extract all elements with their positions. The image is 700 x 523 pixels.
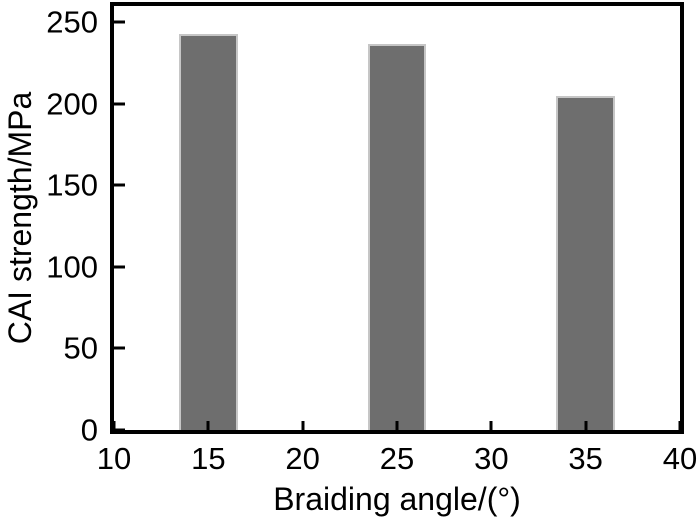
x-tick-mark [206, 421, 210, 430]
y-tick-label: 250 [46, 4, 98, 40]
x-tick-label: 20 [285, 441, 320, 476]
bar-angle-35 [556, 95, 615, 430]
x-tick-mark [489, 421, 493, 430]
x-tick-label: 35 [568, 441, 603, 476]
x-tick-mark [678, 421, 682, 430]
y-tick-label: 0 [80, 412, 98, 448]
y-tick-mark [114, 102, 125, 106]
x-axis-label: Braiding angle/(°) [273, 481, 521, 517]
x-tick-label: 15 [191, 441, 226, 476]
x-tick-label: 25 [379, 441, 415, 476]
y-tick-label: 50 [63, 330, 98, 366]
x-tick-label: 10 [96, 441, 132, 476]
y-tick-label: 150 [46, 167, 98, 203]
x-tick-mark [395, 421, 399, 430]
y-tick-mark [114, 183, 125, 187]
x-tick-label: 30 [474, 441, 509, 476]
y-axis-label: CAI strength/MPa [2, 91, 38, 345]
x-tick-mark [112, 421, 116, 430]
y-tick-mark [114, 20, 125, 24]
x-tick-mark [584, 421, 588, 430]
y-tick-label: 200 [46, 86, 98, 122]
y-tick-label: 100 [46, 249, 98, 285]
plot-area [110, 2, 684, 434]
x-tick-mark [301, 421, 305, 430]
y-tick-mark [114, 346, 125, 350]
y-tick-mark [114, 265, 125, 269]
y-tick-mark [114, 428, 125, 432]
bar-angle-15 [179, 33, 238, 430]
x-tick-label: 40 [662, 441, 698, 476]
bar-angle-25 [367, 43, 427, 430]
